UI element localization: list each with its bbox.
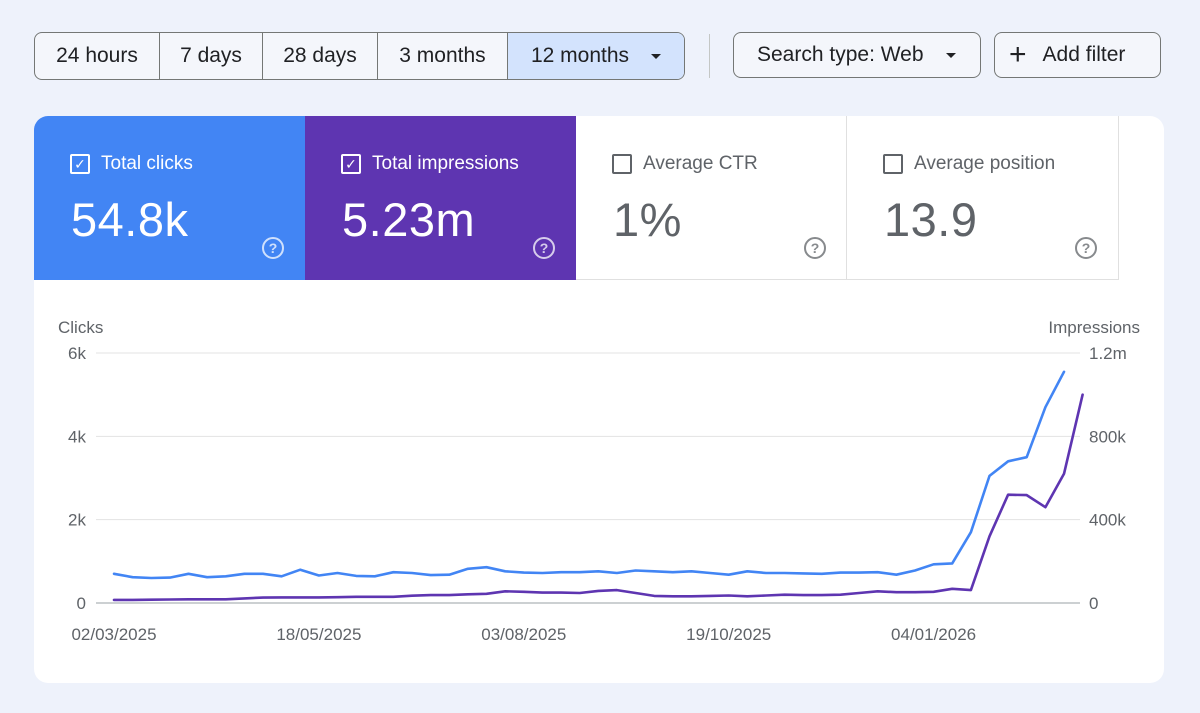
dropdown-arrow-icon <box>651 53 662 59</box>
right-axis-title: Impressions <box>1048 318 1140 337</box>
add-filter-label: Add filter <box>1042 43 1126 66</box>
metric-value: 13.9 <box>884 193 978 246</box>
metric-label: Average position <box>914 153 1056 174</box>
metric-label: Total impressions <box>372 153 519 174</box>
performance-chart: 0 0 2k 400k 4k 800k 6k 1.2m Clicks Impressions 02/… <box>58 318 1140 644</box>
right-axis-tick-label: 400k <box>1089 511 1126 530</box>
checkbox-checked-icon[interactable]: ✓ <box>341 154 361 174</box>
plus-icon: + <box>1009 38 1027 71</box>
toolbar: 24 hours 7 days 28 days 3 months 12 mont… <box>34 32 1161 80</box>
left-axis-tick-label: 0 <box>77 594 86 613</box>
clicks-series-line <box>112 370 1066 580</box>
search-type-dropdown[interactable]: Search type: Web <box>733 32 981 78</box>
right-axis-tick-label: 800k <box>1089 427 1126 446</box>
metric-value: 54.8k <box>71 193 189 246</box>
axis-labels: 0 0 2k 400k 4k 800k 6k 1.2m Clicks Impressions 02/… <box>58 318 1140 644</box>
help-icon[interactable]: ? <box>533 237 555 259</box>
left-axis-tick-label: 4k <box>68 427 86 446</box>
help-icon[interactable]: ? <box>1075 237 1097 259</box>
range-7-days-button[interactable]: 7 days <box>160 33 263 79</box>
left-axis-tick-label: 2k <box>68 511 86 530</box>
metric-average-position[interactable]: Average position 13.9 ? <box>847 116 1119 280</box>
search-type-label: Search type: Web <box>757 43 924 66</box>
checkbox-unchecked-icon[interactable] <box>612 154 632 174</box>
chart-series <box>112 370 1084 602</box>
x-axis-tick-label: 02/03/2025 <box>71 625 156 644</box>
divider <box>709 34 710 78</box>
metric-average-ctr[interactable]: Average CTR 1% ? <box>576 116 847 280</box>
x-axis-tick-label: 04/01/2026 <box>891 625 976 644</box>
range-3-months-button[interactable]: 3 months <box>378 33 508 79</box>
left-axis-title: Clicks <box>58 318 103 337</box>
add-filter-button[interactable]: + Add filter <box>994 32 1161 78</box>
left-axis-tick-label: 6k <box>68 344 86 363</box>
metric-label: Total clicks <box>101 153 193 174</box>
metric-label-row: Average CTR <box>612 153 758 175</box>
gridlines <box>96 352 1080 604</box>
checkbox-unchecked-icon[interactable] <box>883 154 903 174</box>
metric-total-clicks[interactable]: ✓ Total clicks 54.8k ? <box>34 116 305 280</box>
x-axis-tick-label: 03/08/2025 <box>481 625 566 644</box>
range-12-months-button[interactable]: 12 months <box>508 33 684 79</box>
right-axis-tick-label: 0 <box>1089 594 1098 613</box>
metric-label-row: ✓ Total impressions <box>341 153 519 175</box>
x-axis-tick-label: 18/05/2025 <box>276 625 361 644</box>
right-axis-tick-label: 1.2m <box>1089 344 1127 363</box>
metric-value: 1% <box>613 193 682 246</box>
dropdown-arrow-icon <box>945 52 956 58</box>
performance-card: ✓ Total clicks 54.8k ? ✓ Total impressio… <box>34 116 1164 683</box>
metric-value: 5.23m <box>342 193 476 246</box>
metric-total-impressions[interactable]: ✓ Total impressions 5.23m ? <box>305 116 576 280</box>
date-range-selector: 24 hours 7 days 28 days 3 months 12 mont… <box>34 32 685 80</box>
checkbox-checked-icon[interactable]: ✓ <box>70 154 90 174</box>
metric-label: Average CTR <box>643 153 758 174</box>
metric-label-row: Average position <box>883 153 1055 175</box>
range-24-hours-button[interactable]: 24 hours <box>35 33 160 79</box>
impressions-series-line <box>112 393 1084 602</box>
help-icon[interactable]: ? <box>804 237 826 259</box>
help-icon[interactable]: ? <box>262 237 284 259</box>
x-axis-tick-label: 19/10/2025 <box>686 625 771 644</box>
metric-label-row: ✓ Total clicks <box>70 153 193 175</box>
range-28-days-button[interactable]: 28 days <box>263 33 378 79</box>
range-12-months-label: 12 months <box>530 44 630 67</box>
